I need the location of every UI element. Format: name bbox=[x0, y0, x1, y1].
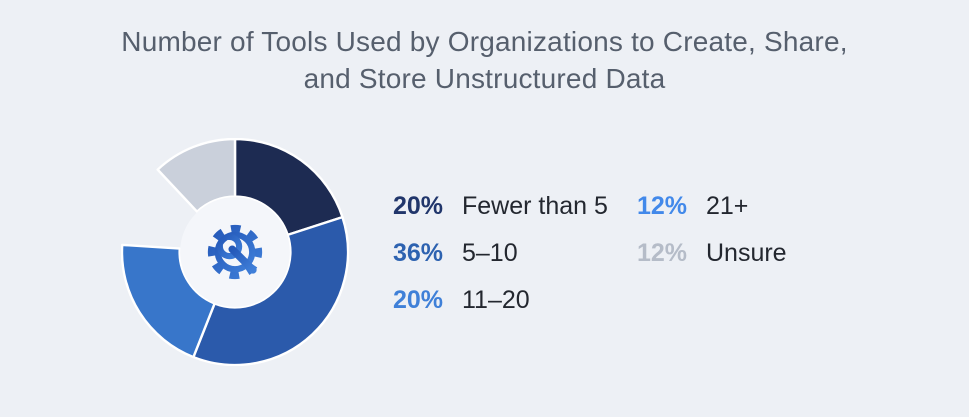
donut-slice bbox=[233, 138, 344, 237]
legend-percent: 20% bbox=[393, 286, 444, 314]
chart-title: Number of Tools Used by Organizations to… bbox=[0, 0, 969, 97]
legend-label: Fewer than 5 bbox=[462, 192, 608, 220]
legend-item: 12% Unsure bbox=[637, 238, 787, 268]
legend-percent: 12% bbox=[637, 192, 688, 220]
legend-column-2: 12% 21+ 12% Unsure bbox=[637, 191, 787, 268]
legend-percent: 20% bbox=[393, 192, 444, 220]
legend-item: 36% 5–10 bbox=[393, 238, 608, 268]
legend-label: 11–20 bbox=[462, 286, 530, 314]
chart-title-line-2: and Store Unstructured Data bbox=[303, 63, 666, 94]
legend-percent: 36% bbox=[393, 239, 444, 267]
donut-slice bbox=[192, 215, 349, 366]
donut-chart bbox=[121, 138, 349, 366]
legend-label: 5–10 bbox=[462, 239, 518, 267]
legend-item: 20% Fewer than 5 bbox=[393, 191, 608, 221]
gear-wrench-icon bbox=[202, 219, 268, 285]
legend-column-1: 20% Fewer than 5 36% 5–10 20% 11–20 bbox=[393, 191, 608, 315]
legend-label: Unsure bbox=[706, 239, 787, 267]
legend-percent: 12% bbox=[637, 239, 688, 267]
donut-slice bbox=[121, 243, 216, 359]
donut-slice bbox=[156, 138, 237, 213]
legend-label: 21+ bbox=[706, 192, 749, 220]
legend-item: 20% 11–20 bbox=[393, 285, 608, 315]
chart-title-line-1: Number of Tools Used by Organizations to… bbox=[121, 26, 848, 57]
legend-item: 12% 21+ bbox=[637, 191, 787, 221]
